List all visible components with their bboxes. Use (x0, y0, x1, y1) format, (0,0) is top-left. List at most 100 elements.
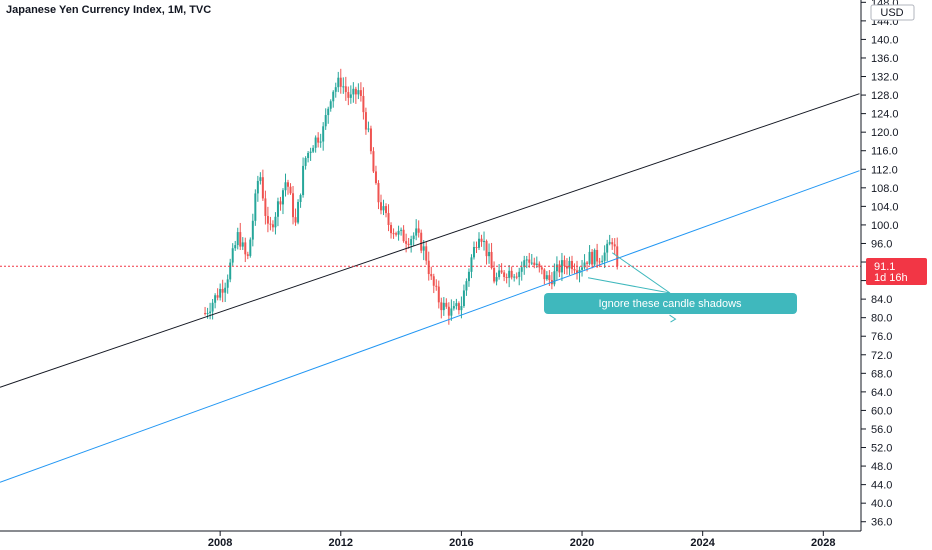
candle-body (593, 249, 596, 265)
candle-body (219, 288, 222, 298)
candle-body (523, 260, 526, 268)
candle-body (415, 228, 418, 236)
candle-body (407, 243, 410, 246)
candle-body (347, 92, 350, 98)
annotation-callout[interactable]: Ignore these candle shadows (544, 252, 797, 323)
candle-body (457, 303, 460, 311)
candle-body (206, 312, 209, 314)
candle-body (251, 220, 254, 240)
candle-body (266, 215, 269, 224)
last-price-countdown: 1d 16h (874, 272, 908, 284)
candle-body (372, 151, 375, 172)
candle-body (611, 242, 614, 245)
last-price-tag (866, 258, 927, 285)
candle-body (377, 183, 380, 203)
candle-body (520, 267, 523, 272)
candle-body (309, 151, 312, 153)
candle-body (299, 195, 302, 202)
price-tick-label: 104.0 (871, 201, 899, 213)
price-tick-label: 96.0 (871, 238, 892, 250)
time-tick-label: 2012 (329, 537, 353, 549)
candle-body (422, 246, 425, 251)
candle-body (455, 303, 458, 307)
currency-label: USD (880, 7, 903, 19)
candle-body (500, 270, 503, 273)
candle-body (302, 165, 305, 196)
candle-body (442, 302, 445, 311)
time-scale-bg (0, 531, 932, 550)
candle-body (362, 95, 365, 113)
currency-badge[interactable] (870, 4, 915, 21)
candle-body (445, 302, 448, 307)
candle-body (261, 177, 264, 199)
candle-body (447, 306, 450, 316)
candle-body (312, 147, 315, 152)
candle-body (558, 264, 561, 273)
candle-body (545, 275, 548, 280)
candle-body (538, 263, 541, 268)
candle-body (307, 152, 310, 159)
candle-body (525, 259, 528, 261)
candle-body (601, 260, 604, 262)
candle-body (226, 279, 229, 288)
candle-body (241, 242, 244, 247)
trendline-black[interactable] (0, 93, 860, 388)
candle-body (425, 246, 428, 261)
candle-body (332, 91, 335, 102)
candle-body (274, 216, 277, 228)
candle-body (483, 240, 486, 242)
candle-body (352, 88, 355, 95)
candle-body (530, 262, 533, 264)
candle-body (437, 286, 440, 303)
candle-body (339, 77, 342, 87)
candle-body (565, 266, 568, 269)
candle-body (229, 262, 232, 280)
candle-body (515, 276, 518, 278)
candle-body (359, 90, 362, 96)
candle-body (294, 217, 297, 223)
candle-body (488, 251, 491, 257)
candle-body (354, 88, 357, 95)
candle-body (327, 108, 330, 116)
candle-body (204, 313, 207, 315)
candle-body (513, 276, 516, 278)
candle-body (505, 277, 508, 279)
candle-body (402, 229, 405, 242)
time-tick-label: 2028 (811, 537, 835, 549)
price-tick-label: 120.0 (871, 127, 899, 139)
price-tick-label: 68.0 (871, 368, 892, 380)
candle-body (533, 262, 536, 265)
price-tick-label: 40.0 (871, 498, 892, 510)
callout-arrow (669, 314, 677, 323)
candle-body (430, 274, 433, 277)
candle-body (314, 137, 317, 148)
candle-body (259, 177, 262, 181)
candle-body (281, 190, 284, 205)
price-tick-label: 48.0 (871, 461, 892, 473)
price-tick-label: 108.0 (871, 183, 899, 195)
trendline-blue[interactable] (0, 170, 860, 483)
candle-body (317, 137, 320, 143)
price-tick-label: 80.0 (871, 313, 892, 325)
price-tick-label: 128.0 (871, 90, 899, 102)
candle-body (583, 262, 586, 268)
candle-body (322, 126, 325, 142)
time-tick-label: 2020 (570, 537, 594, 549)
callout-box (544, 293, 797, 314)
candle-body (508, 270, 511, 278)
candle-body (357, 90, 360, 95)
candle-body (337, 77, 340, 88)
candle-body (324, 115, 327, 127)
candle-body (334, 87, 337, 92)
price-tick-label: 124.0 (871, 109, 899, 121)
candle-body (432, 276, 435, 286)
candle-body (319, 141, 322, 143)
candle-body (603, 252, 606, 261)
candle-body (598, 261, 601, 263)
candle-body (234, 245, 237, 249)
candle-body (435, 285, 438, 287)
candle-body (543, 269, 546, 280)
candle-body (452, 306, 455, 309)
price-tick-label: 36.0 (871, 517, 892, 529)
